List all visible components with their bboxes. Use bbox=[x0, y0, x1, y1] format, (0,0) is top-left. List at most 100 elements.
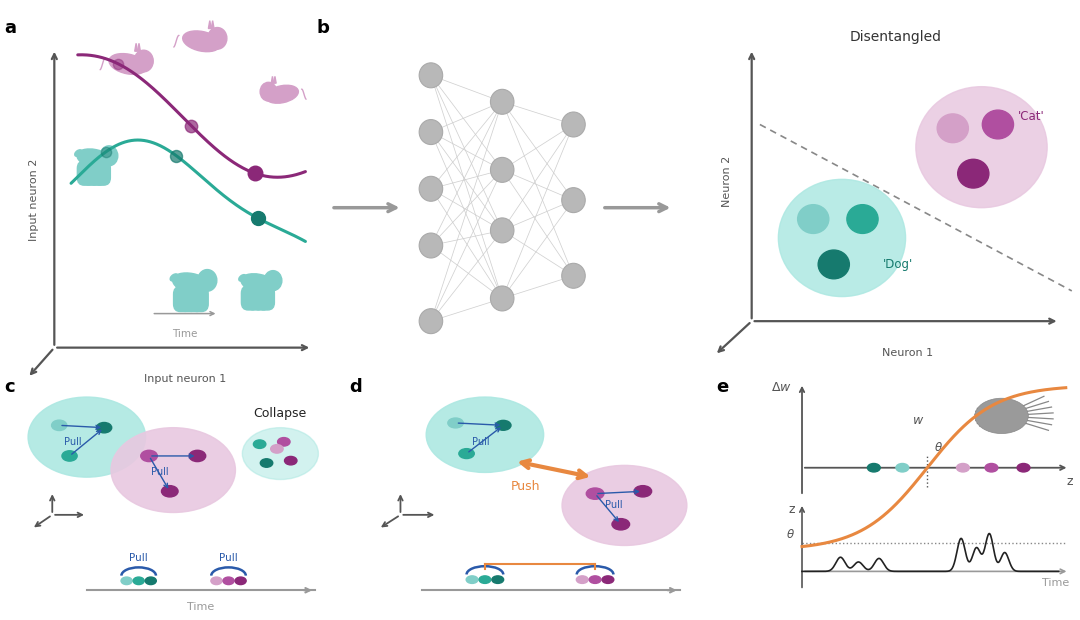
FancyBboxPatch shape bbox=[179, 286, 197, 312]
Circle shape bbox=[496, 420, 511, 430]
Text: a: a bbox=[4, 19, 16, 37]
Text: b: b bbox=[316, 19, 329, 37]
Text: 'Cat': 'Cat' bbox=[1017, 110, 1044, 123]
Circle shape bbox=[419, 120, 443, 144]
Text: Pull: Pull bbox=[150, 467, 168, 477]
Circle shape bbox=[562, 264, 585, 288]
Polygon shape bbox=[273, 76, 276, 83]
Text: Pull: Pull bbox=[219, 553, 238, 563]
FancyBboxPatch shape bbox=[186, 286, 203, 312]
FancyBboxPatch shape bbox=[89, 161, 106, 185]
Ellipse shape bbox=[75, 150, 82, 156]
Text: Neuron 2: Neuron 2 bbox=[723, 156, 732, 207]
Circle shape bbox=[145, 577, 157, 585]
Text: $\Delta w$: $\Delta w$ bbox=[770, 381, 792, 394]
Circle shape bbox=[577, 576, 589, 583]
Polygon shape bbox=[271, 76, 273, 83]
Ellipse shape bbox=[109, 53, 147, 74]
Circle shape bbox=[562, 112, 585, 137]
Circle shape bbox=[140, 450, 158, 462]
Text: z: z bbox=[1066, 475, 1072, 488]
Circle shape bbox=[490, 157, 514, 182]
Circle shape bbox=[278, 438, 291, 446]
Circle shape bbox=[586, 488, 604, 499]
Text: Push: Push bbox=[511, 480, 540, 493]
Circle shape bbox=[602, 576, 613, 583]
Circle shape bbox=[254, 440, 266, 448]
Text: z: z bbox=[788, 503, 795, 516]
Circle shape bbox=[419, 309, 443, 334]
Point bbox=[109, 59, 126, 69]
Polygon shape bbox=[135, 43, 137, 51]
FancyBboxPatch shape bbox=[94, 161, 110, 185]
Ellipse shape bbox=[266, 279, 271, 291]
FancyBboxPatch shape bbox=[253, 286, 270, 310]
Circle shape bbox=[52, 420, 67, 430]
Text: Time: Time bbox=[1042, 578, 1069, 588]
Circle shape bbox=[271, 445, 283, 453]
Circle shape bbox=[207, 27, 227, 49]
Text: d: d bbox=[349, 378, 362, 396]
Circle shape bbox=[490, 218, 514, 243]
Circle shape bbox=[242, 428, 319, 479]
Circle shape bbox=[867, 464, 880, 472]
Ellipse shape bbox=[173, 273, 211, 294]
Circle shape bbox=[260, 82, 276, 101]
FancyBboxPatch shape bbox=[247, 286, 264, 310]
FancyBboxPatch shape bbox=[257, 286, 274, 310]
Circle shape bbox=[467, 576, 478, 583]
Circle shape bbox=[975, 398, 1028, 433]
FancyBboxPatch shape bbox=[78, 161, 94, 185]
Text: Disentangled: Disentangled bbox=[849, 30, 942, 44]
Text: Pull: Pull bbox=[130, 553, 148, 563]
Circle shape bbox=[896, 464, 908, 472]
Polygon shape bbox=[212, 20, 214, 29]
Text: 'Dog': 'Dog' bbox=[883, 258, 914, 271]
Circle shape bbox=[427, 397, 543, 472]
Circle shape bbox=[562, 188, 585, 213]
Text: w: w bbox=[913, 414, 923, 427]
Circle shape bbox=[111, 428, 235, 513]
Circle shape bbox=[590, 576, 600, 583]
Text: Neuron 1: Neuron 1 bbox=[882, 348, 933, 358]
Text: $\theta$: $\theta$ bbox=[934, 441, 943, 454]
FancyBboxPatch shape bbox=[191, 286, 208, 312]
Circle shape bbox=[448, 418, 463, 428]
Circle shape bbox=[958, 159, 989, 188]
Text: c: c bbox=[4, 378, 14, 396]
Circle shape bbox=[265, 271, 282, 291]
Circle shape bbox=[957, 464, 970, 472]
Ellipse shape bbox=[239, 275, 246, 281]
Point bbox=[183, 121, 200, 131]
Circle shape bbox=[985, 464, 998, 472]
Circle shape bbox=[162, 485, 178, 497]
Circle shape bbox=[490, 89, 514, 114]
Circle shape bbox=[211, 577, 222, 585]
Circle shape bbox=[847, 205, 878, 233]
Point bbox=[167, 151, 185, 161]
Circle shape bbox=[28, 397, 146, 477]
Text: Input neuron 1: Input neuron 1 bbox=[144, 374, 226, 384]
Text: e: e bbox=[716, 378, 729, 396]
Circle shape bbox=[222, 577, 234, 585]
Ellipse shape bbox=[241, 274, 276, 293]
Circle shape bbox=[491, 576, 503, 583]
Circle shape bbox=[189, 450, 205, 462]
Circle shape bbox=[121, 577, 132, 585]
Circle shape bbox=[459, 449, 474, 459]
Circle shape bbox=[284, 456, 297, 465]
Text: Input neuron 2: Input neuron 2 bbox=[29, 159, 39, 241]
Ellipse shape bbox=[102, 154, 107, 167]
Circle shape bbox=[983, 110, 1013, 139]
Text: $\theta$: $\theta$ bbox=[786, 528, 795, 541]
Circle shape bbox=[419, 176, 443, 202]
Circle shape bbox=[634, 485, 651, 497]
Circle shape bbox=[62, 451, 77, 461]
Text: Pull: Pull bbox=[64, 437, 82, 447]
Circle shape bbox=[612, 518, 630, 530]
Circle shape bbox=[798, 205, 828, 233]
Circle shape bbox=[480, 576, 490, 583]
Ellipse shape bbox=[266, 86, 298, 103]
Circle shape bbox=[937, 114, 969, 143]
Polygon shape bbox=[208, 20, 212, 29]
